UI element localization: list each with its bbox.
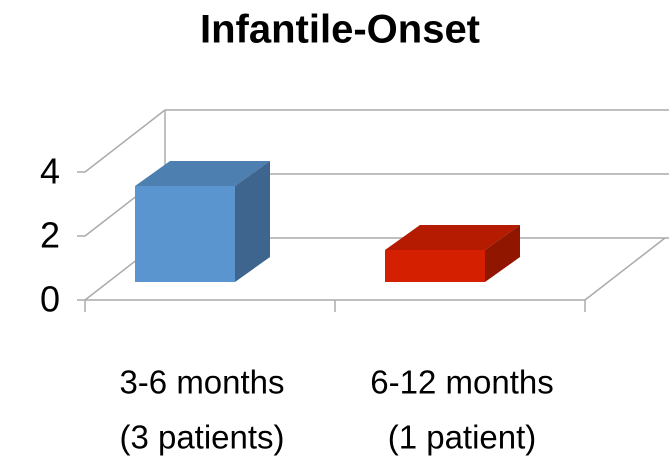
x-tick-label: 3-6 months (119, 364, 284, 401)
y-tick-label: 2 (40, 215, 60, 256)
grid-line (84, 109, 166, 173)
x-tick-label: (1 patient) (388, 419, 537, 456)
bar-side (485, 225, 520, 282)
y-tick-label: 0 (40, 279, 60, 320)
chart-title: Infantile-Onset (200, 8, 480, 52)
y-tick-label: 4 (40, 151, 60, 192)
bar-side (235, 161, 270, 282)
floor-edge (584, 237, 666, 301)
bar (135, 186, 235, 282)
bar-top (135, 161, 270, 186)
x-tick-label: (3 patients) (119, 419, 284, 456)
x-tick-label: 6-12 months (370, 364, 553, 401)
bar-top (385, 225, 520, 250)
bar (385, 250, 485, 282)
